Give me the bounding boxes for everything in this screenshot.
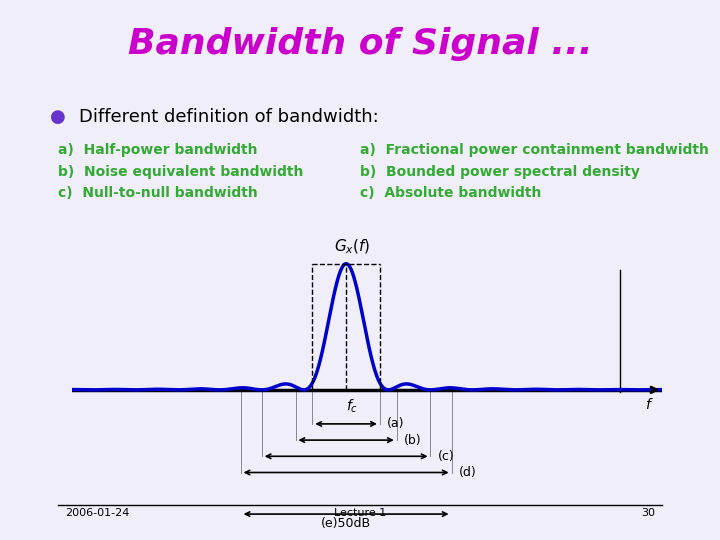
Text: c)  Null-to-null bandwidth: c) Null-to-null bandwidth [58,186,257,200]
Text: Lecture 1: Lecture 1 [334,508,386,518]
Text: $f$: $f$ [645,397,654,413]
Text: 2006-01-24: 2006-01-24 [65,508,129,518]
Text: (e)50dB: (e)50dB [321,517,372,530]
Text: b)  Bounded power spectral density: b) Bounded power spectral density [360,165,640,179]
Text: 30: 30 [642,508,655,518]
Text: $G_x(f)$: $G_x(f)$ [334,237,371,255]
Text: a)  Fractional power containment bandwidth: a) Fractional power containment bandwidt… [360,143,709,157]
Text: c)  Absolute bandwidth: c) Absolute bandwidth [360,186,541,200]
Text: b)  Noise equivalent bandwidth: b) Noise equivalent bandwidth [58,165,303,179]
Text: Bandwidth of Signal ...: Bandwidth of Signal ... [127,27,593,61]
Text: (d): (d) [459,466,477,479]
Text: a)  Half-power bandwidth: a) Half-power bandwidth [58,143,257,157]
Text: $f_c$: $f_c$ [346,398,359,415]
Text: (b): (b) [404,434,421,447]
Text: (a): (a) [387,417,405,430]
Text: Different definition of bandwidth:: Different definition of bandwidth: [79,108,379,126]
Text: ●: ● [50,108,66,126]
Text: (c): (c) [438,450,454,463]
